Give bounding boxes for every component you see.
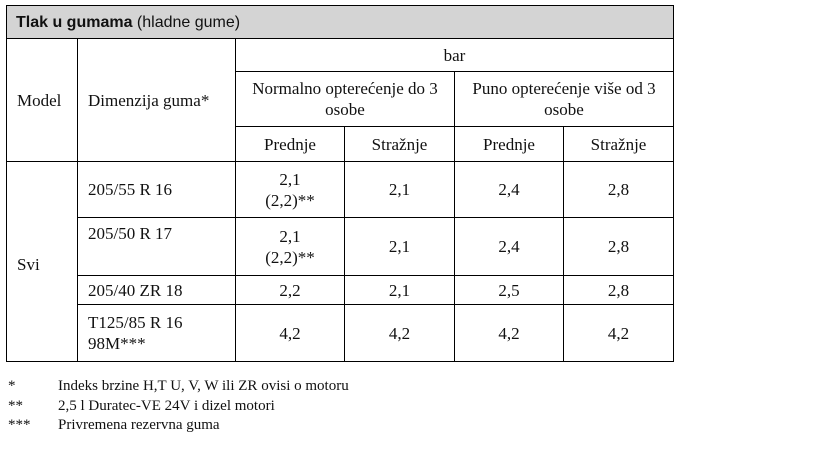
footnote-text: 2,5 l Duratec-VE 24V i dizel motori xyxy=(58,397,275,414)
header-load-full: Puno opterećenje više od 3 osobe xyxy=(453,71,675,127)
cell-full-rear: 2,8 xyxy=(562,217,675,276)
cell-dimension: T125/85 R 16 98M*** xyxy=(77,304,236,362)
cell-normal-rear: 2,1 xyxy=(344,275,455,305)
header-model: Model xyxy=(6,38,78,162)
cell-model: Svi xyxy=(6,161,78,362)
footnote: *** Privremena rezervna guma xyxy=(8,416,349,436)
table-title-rest: (hladne gume) xyxy=(132,13,241,31)
footnotes: * Indeks brzine H,T U, V, W ili ZR ovisi… xyxy=(8,377,349,436)
value-line1: 2,1 xyxy=(279,169,301,189)
footnote-text: Privremena rezervna guma xyxy=(58,417,220,433)
dimension-line1: 205/55 R 16 xyxy=(88,180,173,199)
footnote-text: Indeks brzine H,T U, V, W ili ZR ovisi o… xyxy=(58,378,349,394)
dimension-line1: 205/40 ZR 18 xyxy=(88,280,183,300)
cell-full-front: 2,4 xyxy=(454,161,564,218)
cell-normal-rear: 2,1 xyxy=(344,217,455,276)
cell-normal-rear: 4,2 xyxy=(344,304,455,362)
table-row: Svi 205/55 R 16 2,1 (2,2)** 2,1 2,4 2,8 xyxy=(6,161,675,362)
footnote: * Indeks brzine H,T U, V, W ili ZR ovisi… xyxy=(8,377,349,397)
footnote: ** 2,5 l Duratec-VE 24V i dizel motori xyxy=(8,397,349,417)
table-title-bold: Tlak u gumama xyxy=(16,13,133,31)
table-row: 205/50 R 17 2,1 (2,2)** 2,1 2,4 2,8 xyxy=(7,217,675,276)
table-title: Tlak u gumama (hladne gume) xyxy=(5,5,675,39)
cell-full-front: 2,4 xyxy=(454,217,564,276)
table-row: T125/85 R 16 98M*** 4,2 4,2 4,2 4,2 xyxy=(7,304,675,362)
dimension-line2: 98M*** xyxy=(88,334,146,353)
header-load-normal: Normalno opterećenje do 3 osobe xyxy=(235,71,455,127)
cell-full-rear: 2,8 xyxy=(562,275,675,305)
tire-pressure-table-wrap: Tlak u gumama (hladne gume) Model Dimenz… xyxy=(5,5,675,362)
footnote-mark: * xyxy=(8,378,16,394)
footnote-mark: ** xyxy=(8,397,23,414)
cell-normal-front: 2,2 xyxy=(235,275,345,305)
cell-normal-front: 2,1 (2,2)** xyxy=(235,217,345,276)
cell-normal-rear: 2,1 xyxy=(344,161,455,218)
cell-full-front: 4,2 xyxy=(454,304,564,362)
cell-normal-front: 2,1 (2,2)** xyxy=(235,161,345,218)
cell-full-front: 2,5 xyxy=(454,275,564,305)
cell-normal-front: 4,2 xyxy=(235,304,345,362)
cell-full-rear: 2,8 xyxy=(562,161,675,218)
cell-dimension: 205/50 R 17 xyxy=(77,217,236,276)
value-line2: (2,2)** xyxy=(265,190,315,210)
cell-full-rear: 4,2 xyxy=(562,304,675,362)
header-normal-front: Prednje xyxy=(235,126,345,162)
value-line1: 2,1 xyxy=(279,226,301,246)
header-unit: bar xyxy=(234,38,675,72)
cell-dimension: 205/40 ZR 18 xyxy=(77,275,236,305)
header-normal-rear: Stražnje xyxy=(344,126,455,162)
header-dimension: Dimenzija guma* xyxy=(77,38,236,162)
tire-pressure-table: Tlak u gumama (hladne gume) Model Dimenz… xyxy=(5,5,675,362)
cell-dimension: 205/55 R 16 xyxy=(77,161,236,218)
table-row: 205/40 ZR 18 2,2 2,1 2,5 2,8 xyxy=(7,275,675,305)
value-line2: (2,2)** xyxy=(265,247,315,267)
dimension-line1: 205/50 R 17 xyxy=(88,224,173,243)
footnote-mark: *** xyxy=(8,417,31,433)
header-full-front: Prednje xyxy=(454,126,564,162)
dimension-line1: T125/85 R 16 xyxy=(88,313,183,332)
header-full-rear: Stražnje xyxy=(562,126,675,162)
